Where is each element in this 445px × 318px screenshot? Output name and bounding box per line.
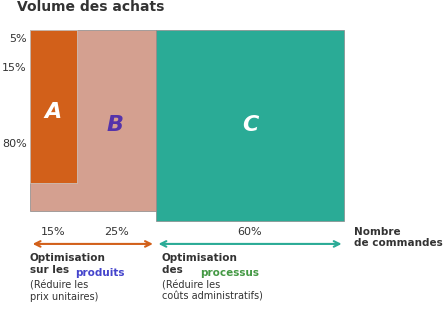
Text: Volume des achats: Volume des achats	[17, 0, 165, 14]
Text: 15%: 15%	[2, 63, 27, 73]
Text: 60%: 60%	[238, 227, 263, 237]
Text: C: C	[242, 115, 258, 135]
Text: A: A	[45, 102, 62, 122]
Text: produits: produits	[76, 268, 125, 278]
Text: 15%: 15%	[41, 227, 66, 237]
Bar	[156, 30, 344, 221]
Text: (Réduire les
prix unitaires): (Réduire les prix unitaires)	[30, 280, 98, 302]
Bar	[30, 30, 156, 211]
Text: 80%: 80%	[2, 140, 27, 149]
Text: B: B	[106, 115, 123, 135]
Text: Optimisation
des: Optimisation des	[162, 253, 238, 275]
Text: processus: processus	[200, 268, 259, 278]
Bar	[30, 30, 77, 183]
Text: 5%: 5%	[9, 34, 27, 44]
Text: Optimisation
sur les: Optimisation sur les	[30, 253, 106, 275]
Text: (Réduire les
coûts administratifs): (Réduire les coûts administratifs)	[162, 280, 263, 302]
Text: 25%: 25%	[104, 227, 129, 237]
Text: Nombre
de commandes: Nombre de commandes	[354, 227, 443, 248]
